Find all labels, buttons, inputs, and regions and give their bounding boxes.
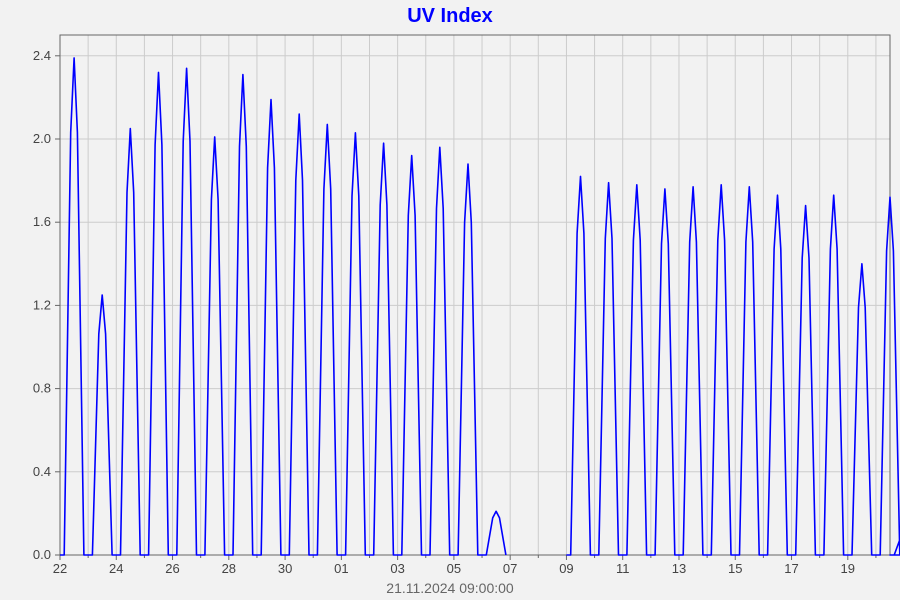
x-tick-label: 28 (222, 561, 236, 576)
x-tick-label: 30 (278, 561, 292, 576)
x-tick-label: 22 (53, 561, 67, 576)
y-tick-label: 1.6 (33, 214, 51, 229)
y-tick-label: 2.0 (33, 131, 51, 146)
x-tick-label: 09 (559, 561, 573, 576)
x-tick-label: 03 (390, 561, 404, 576)
y-tick-label: 0.8 (33, 381, 51, 396)
chart-svg: 22 24 26 28 30 01 03 05 07 09 11 13 15 17 19 0.0 0.4 0.8 1… (0, 0, 900, 600)
y-tick-label: 2.4 (33, 48, 51, 63)
y-tick-label: 0.4 (33, 464, 51, 479)
x-tick-label: 13 (672, 561, 686, 576)
chart-timestamp: 21.11.2024 09:00:00 (386, 580, 514, 596)
chart-title: UV Index (407, 5, 493, 27)
uv-index-chart: 22 24 26 28 30 01 03 05 07 09 11 13 15 17 19 0.0 0.4 0.8 1… (0, 0, 900, 600)
y-tick-label: 1.2 (33, 297, 51, 312)
y-tick-label: 0.0 (33, 547, 51, 562)
x-tick-label: 05 (447, 561, 461, 576)
x-tick-label: 17 (784, 561, 798, 576)
x-tick-label: 26 (165, 561, 179, 576)
x-tick-label: 01 (334, 561, 348, 576)
x-tick-label: 24 (109, 561, 123, 576)
x-tick-label: 07 (503, 561, 517, 576)
x-tick-label: 19 (841, 561, 855, 576)
x-tick-label: 15 (728, 561, 742, 576)
x-tick-label: 11 (616, 561, 630, 576)
